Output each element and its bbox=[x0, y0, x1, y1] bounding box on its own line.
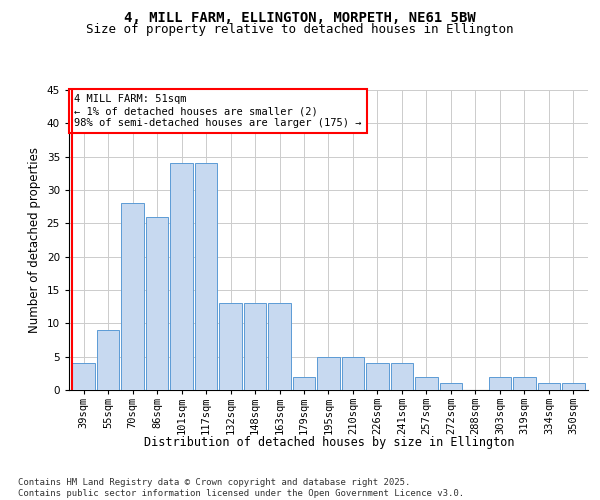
Bar bbox=[121, 204, 144, 390]
Bar bbox=[317, 356, 340, 390]
Bar bbox=[538, 384, 560, 390]
Bar bbox=[170, 164, 193, 390]
Bar bbox=[342, 356, 364, 390]
Bar bbox=[73, 364, 95, 390]
Text: 4, MILL FARM, ELLINGTON, MORPETH, NE61 5BW: 4, MILL FARM, ELLINGTON, MORPETH, NE61 5… bbox=[124, 10, 476, 24]
Bar bbox=[97, 330, 119, 390]
Text: Size of property relative to detached houses in Ellington: Size of property relative to detached ho… bbox=[86, 22, 514, 36]
Bar bbox=[220, 304, 242, 390]
Bar bbox=[366, 364, 389, 390]
Bar bbox=[513, 376, 536, 390]
Bar bbox=[293, 376, 315, 390]
Bar bbox=[146, 216, 169, 390]
Y-axis label: Number of detached properties: Number of detached properties bbox=[28, 147, 41, 333]
Bar bbox=[440, 384, 462, 390]
Bar bbox=[415, 376, 437, 390]
Text: Contains HM Land Registry data © Crown copyright and database right 2025.
Contai: Contains HM Land Registry data © Crown c… bbox=[18, 478, 464, 498]
Text: Distribution of detached houses by size in Ellington: Distribution of detached houses by size … bbox=[143, 436, 514, 449]
Bar bbox=[268, 304, 291, 390]
Bar bbox=[195, 164, 217, 390]
Bar bbox=[244, 304, 266, 390]
Text: 4 MILL FARM: 51sqm
← 1% of detached houses are smaller (2)
98% of semi-detached : 4 MILL FARM: 51sqm ← 1% of detached hous… bbox=[74, 94, 362, 128]
Bar bbox=[488, 376, 511, 390]
Bar bbox=[562, 384, 584, 390]
Bar bbox=[391, 364, 413, 390]
